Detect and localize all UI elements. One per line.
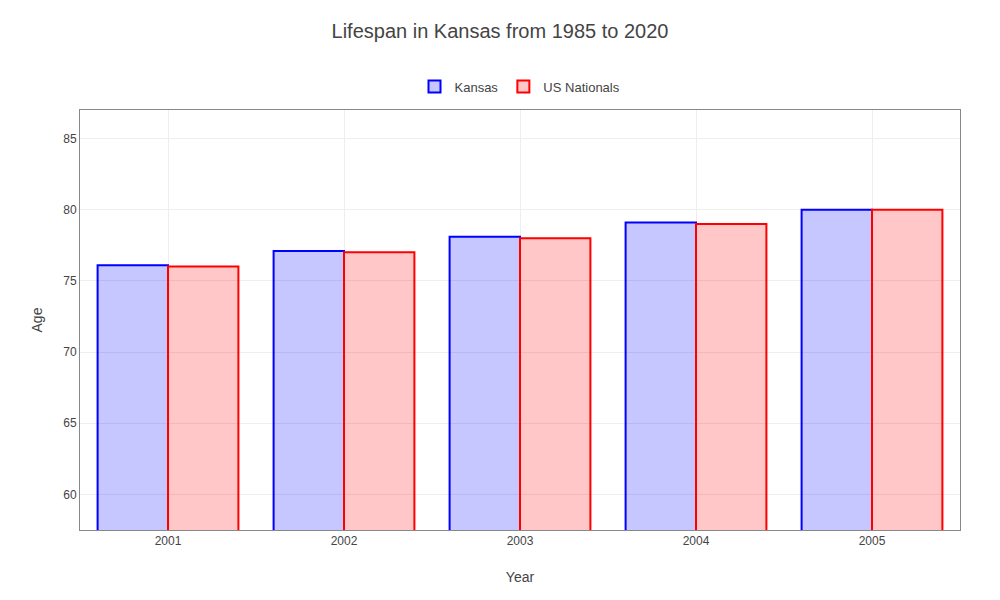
svg-text:Age: Age: [29, 307, 45, 332]
svg-text:Year: Year: [506, 569, 535, 585]
svg-text:2001: 2001: [155, 534, 182, 548]
svg-text:2004: 2004: [683, 534, 710, 548]
svg-text:75: 75: [63, 274, 77, 288]
svg-text:70: 70: [63, 345, 77, 359]
svg-text:Kansas: Kansas: [455, 80, 499, 95]
svg-text:85: 85: [63, 132, 77, 146]
svg-text:2002: 2002: [331, 534, 358, 548]
svg-text:2003: 2003: [507, 534, 534, 548]
svg-text:US Nationals: US Nationals: [543, 80, 619, 95]
svg-text:2005: 2005: [859, 534, 886, 548]
svg-text:Lifespan in Kansas from 1985 t: Lifespan in Kansas from 1985 to 2020: [332, 20, 669, 42]
svg-text:60: 60: [63, 488, 77, 502]
svg-text:65: 65: [63, 416, 77, 430]
svg-text:80: 80: [63, 203, 77, 217]
